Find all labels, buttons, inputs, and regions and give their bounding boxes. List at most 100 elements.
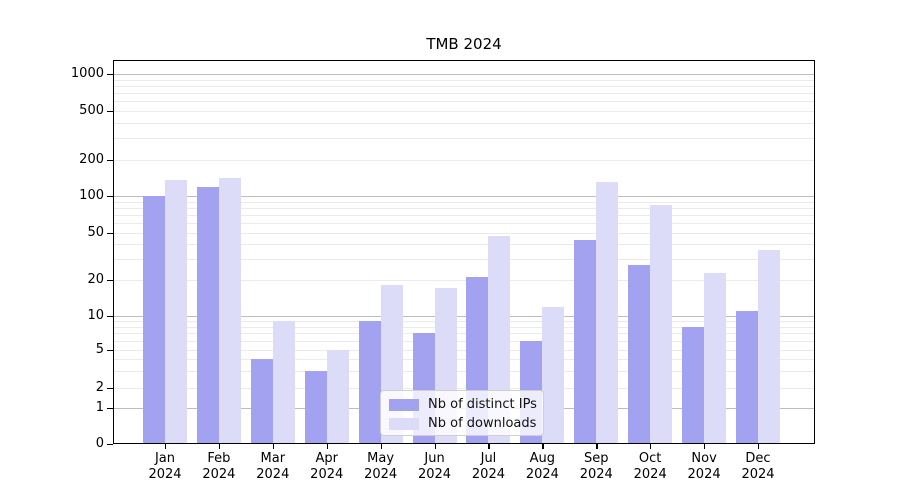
x-tick-year: 2024	[525, 467, 559, 482]
x-tick	[596, 444, 598, 449]
y-tick	[107, 159, 113, 161]
gridline-minor	[113, 280, 815, 281]
x-tick-month: Jan	[154, 451, 176, 466]
y-tick-label: 100	[79, 188, 104, 203]
gridline-minor	[113, 93, 815, 95]
bar-distinct-ips	[628, 264, 651, 444]
gridline-minor	[113, 85, 815, 87]
x-tick-label: Jun 2024	[407, 451, 463, 483]
gridline-minor	[113, 321, 815, 323]
x-tick-label: Feb 2024	[191, 451, 247, 483]
gridline-minor	[113, 371, 815, 373]
gridline-minor	[113, 101, 815, 103]
legend-item-downloads: Nb of downloads	[389, 414, 543, 433]
plot-area	[113, 60, 815, 444]
y-tick	[107, 407, 113, 409]
gridline-minor	[113, 259, 815, 261]
gridline-major	[113, 74, 815, 75]
x-tick-month: May	[367, 451, 395, 466]
gridline-major	[113, 316, 815, 317]
x-tick-label: Dec 2024	[730, 451, 786, 483]
x-tick-year: 2024	[417, 467, 452, 482]
legend-swatch-distinct-ips	[389, 398, 419, 411]
x-tick	[704, 444, 706, 449]
x-tick-month: Sep	[584, 451, 609, 466]
gridline-minor	[113, 326, 815, 328]
gridline-minor	[113, 201, 815, 203]
x-tick-month: Aug	[529, 451, 556, 466]
x-tick-label: Sep 2024	[568, 451, 624, 483]
x-tick-label: Oct 2024	[622, 451, 678, 483]
y-tick-label: 200	[79, 152, 104, 167]
x-tick	[380, 444, 382, 449]
gridline-major	[113, 196, 815, 197]
x-tick-label: Jan 2024	[137, 451, 193, 483]
bar-downloads	[757, 249, 780, 444]
bar-downloads	[704, 272, 727, 444]
y-tick-label: 50	[87, 225, 104, 240]
x-tick	[488, 444, 490, 449]
y-tick	[107, 387, 113, 389]
gridline-minor	[113, 111, 815, 112]
gridline-minor	[113, 207, 815, 209]
x-tick-month: Nov	[691, 451, 717, 466]
y-tick-label: 10	[87, 308, 104, 323]
bar-downloads	[650, 204, 673, 444]
x-tick-label: Apr 2024	[299, 451, 355, 483]
gridline-minor	[113, 122, 815, 124]
gridline-minor	[113, 233, 815, 234]
bar-distinct-ips	[735, 311, 758, 444]
legend-label-distinct-ips: Nb of distinct IPs	[428, 397, 537, 412]
bar-downloads	[272, 321, 295, 444]
gridline-minor	[113, 223, 815, 225]
y-tick-label: 1	[95, 400, 104, 415]
x-tick-year: 2024	[310, 467, 344, 482]
x-tick-month: Mar	[260, 451, 286, 466]
x-tick	[272, 444, 275, 449]
y-tick-label: 500	[79, 103, 104, 118]
gridline-minor	[113, 244, 815, 246]
y-tick	[107, 443, 113, 445]
y-tick	[107, 279, 113, 281]
x-tick-year: 2024	[633, 467, 667, 482]
gridline-minor	[113, 215, 815, 217]
bar-downloads	[542, 306, 565, 444]
gridline-minor	[113, 160, 815, 161]
x-tick	[326, 444, 329, 449]
bar-distinct-ips	[574, 239, 597, 444]
x-tick-label: Aug 2024	[514, 451, 570, 483]
y-tick	[107, 73, 113, 75]
x-tick	[542, 444, 544, 449]
x-tick-year: 2024	[579, 467, 613, 482]
y-tick-label: 2	[95, 380, 104, 395]
bar-downloads	[326, 350, 349, 444]
gridline-minor	[113, 359, 815, 361]
y-tick	[107, 315, 113, 317]
x-tick-label: Nov 2024	[676, 451, 732, 483]
x-tick-year: 2024	[364, 467, 398, 482]
x-tick	[165, 444, 167, 449]
x-tick	[434, 444, 436, 449]
gridline-minor	[113, 333, 815, 335]
y-tick	[107, 232, 113, 234]
gridline-minor	[113, 341, 815, 343]
x-tick-year: 2024	[741, 467, 775, 482]
gridline-minor	[113, 79, 815, 81]
x-tick-label: Jul 2024	[460, 451, 516, 483]
bar-downloads	[218, 177, 241, 444]
legend: Nb of distinct IPs Nb of downloads	[380, 390, 544, 436]
y-tick-label: 1000	[70, 66, 104, 81]
x-tick-year: 2024	[471, 467, 505, 482]
x-tick	[650, 444, 652, 449]
x-tick-year: 2024	[687, 467, 721, 482]
bar-downloads	[165, 180, 187, 444]
bar-distinct-ips	[250, 359, 273, 444]
legend-swatch-downloads	[389, 417, 419, 430]
bar-distinct-ips	[143, 196, 165, 444]
chart-title: TMB 2024	[426, 35, 502, 53]
bar-distinct-ips	[304, 371, 327, 444]
bar-distinct-ips	[682, 326, 705, 444]
legend-label-downloads: Nb of downloads	[428, 416, 537, 431]
x-tick	[757, 444, 760, 449]
